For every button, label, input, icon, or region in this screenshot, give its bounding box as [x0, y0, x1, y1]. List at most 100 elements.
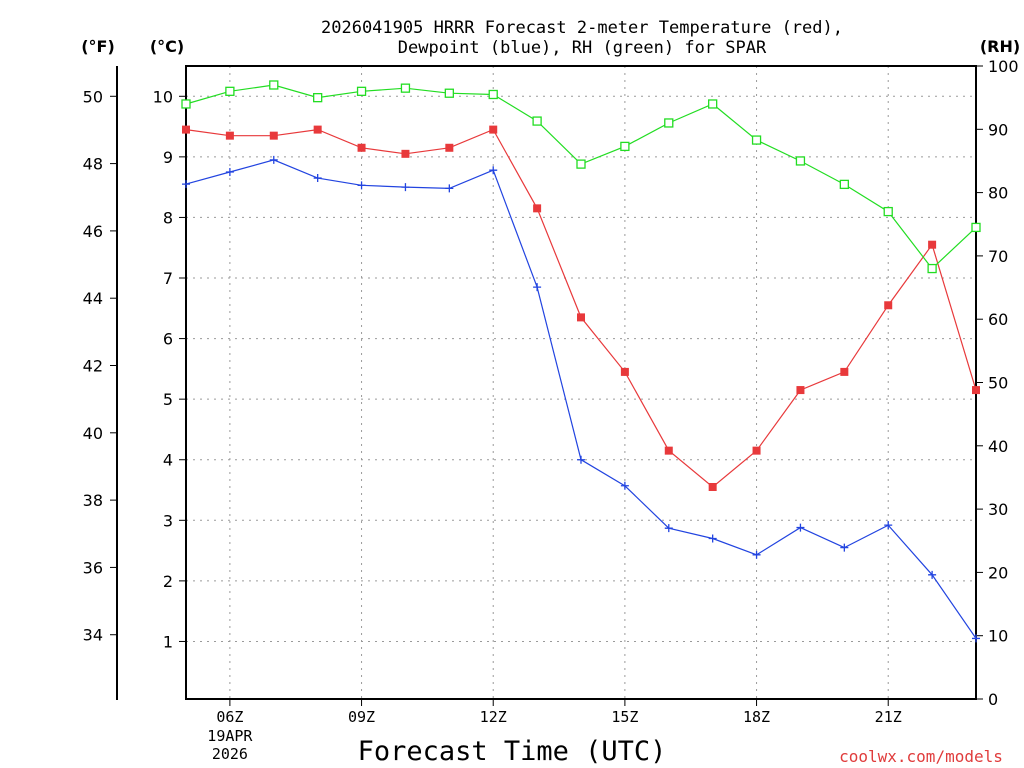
rh-tick-label: 30: [988, 500, 1008, 519]
rh-point: [444, 88, 454, 98]
temperature-point: [620, 367, 629, 376]
dewpoint-point: [708, 534, 717, 543]
x-tick-label: 18Z: [743, 708, 770, 726]
x-date-label-line1: 19APR: [207, 727, 253, 745]
temperature-point: [840, 367, 849, 376]
chart-title-line1: 2026041905 HRRR Forecast 2-meter Tempera…: [321, 18, 843, 38]
series-temperature: [182, 125, 980, 491]
dewpoint-point: [972, 634, 980, 643]
celsius-tick-label: 7: [163, 269, 173, 288]
rh-line: [185, 84, 977, 270]
x-tick-label: 21Z: [875, 708, 902, 726]
dewpoint-point: [664, 524, 673, 533]
rh-tick-label: 20: [988, 563, 1008, 582]
temperature-point: [357, 143, 366, 152]
dewpoint-point: [752, 550, 761, 559]
rh-tick-label: 60: [988, 310, 1008, 329]
x-tick-label: 06Z: [216, 708, 243, 726]
series-rh: [181, 80, 981, 274]
x-axis-label: Forecast Time (UTC): [358, 736, 667, 767]
rh-point: [576, 159, 586, 169]
grid: [186, 66, 976, 699]
dewpoint-point: [840, 543, 849, 552]
fahrenheit-tick-label: 42: [83, 357, 103, 376]
dewpoint-point: [313, 174, 322, 183]
rh-point: [269, 80, 279, 90]
temperature-point: [269, 131, 278, 140]
temperature-point: [577, 313, 585, 322]
dewpoint-point: [884, 521, 893, 530]
x-tick-label: 12Z: [480, 708, 507, 726]
rh-point: [708, 99, 718, 109]
temperature-line: [185, 128, 977, 488]
temperature-point: [972, 386, 980, 395]
rh-point: [181, 99, 191, 109]
x-date-label-line2: 2026: [212, 745, 248, 763]
temperature-point: [445, 143, 454, 152]
temperature-point: [752, 446, 761, 455]
x-tick-label: 15Z: [611, 708, 638, 726]
rh-point: [225, 86, 235, 96]
celsius-axis-unit: (°C): [150, 37, 184, 56]
rh-tick-label: 100: [988, 57, 1019, 76]
rh-point: [971, 222, 981, 233]
dewpoint-point: [225, 168, 234, 177]
celsius-tick-label: 4: [163, 451, 173, 470]
fahrenheit-tick-label: 34: [83, 626, 103, 645]
temperature-point: [182, 125, 190, 134]
celsius-tick-label: 6: [163, 330, 173, 349]
watermark: coolwx.com/models: [839, 747, 1003, 766]
dewpoint-point: [796, 523, 805, 532]
celsius-tick-label: 1: [163, 632, 173, 651]
rh-point: [664, 118, 674, 128]
temperature-point: [796, 386, 805, 395]
rh-tick-label: 90: [988, 120, 1008, 139]
dewpoint-point: [577, 455, 585, 464]
rh-axis-unit: (RH): [980, 37, 1020, 56]
fahrenheit-tick-label: 44: [83, 289, 103, 308]
rh-point: [839, 179, 849, 190]
series-dewpoint: [182, 155, 980, 643]
chart-title-line2: Dewpoint (blue), RH (green) for SPAR: [398, 38, 767, 58]
temperature-point: [884, 301, 893, 310]
fahrenheit-tick-label: 46: [83, 222, 103, 241]
dewpoint-point: [445, 184, 454, 193]
celsius-tick-label: 9: [163, 148, 173, 167]
rh-point: [927, 263, 937, 274]
temperature-point: [313, 125, 322, 134]
x-tick-label: 09Z: [348, 708, 375, 726]
dewpoint-point: [620, 481, 629, 490]
rh-point: [795, 156, 806, 166]
rh-point: [751, 135, 762, 145]
rh-tick-label: 10: [988, 627, 1008, 646]
celsius-tick-label: 2: [163, 572, 173, 591]
rh-tick-label: 70: [988, 247, 1008, 266]
temperature-point: [928, 240, 937, 249]
rh-point: [532, 116, 542, 126]
rh-tick-label: 0: [988, 690, 998, 709]
temperature-point: [664, 446, 673, 455]
dewpoint-point: [357, 181, 366, 190]
rh-point: [488, 89, 498, 100]
dewpoint-point: [401, 183, 410, 192]
celsius-tick-label: 3: [163, 511, 173, 530]
temperature-point: [489, 125, 498, 134]
rh-point: [620, 141, 630, 152]
rh-point: [400, 83, 411, 93]
temperature-point: [533, 204, 542, 213]
celsius-tick-label: 10: [153, 87, 173, 106]
temperature-point: [225, 131, 234, 140]
rh-tick-label: 50: [988, 374, 1008, 393]
fahrenheit-tick-label: 38: [83, 491, 103, 510]
fahrenheit-tick-label: 50: [83, 87, 103, 106]
temperature-point: [401, 149, 410, 158]
temperature-point: [708, 482, 717, 491]
fahrenheit-tick-label: 36: [83, 558, 103, 577]
dewpoint-point: [269, 155, 278, 164]
dewpoint-point: [489, 166, 498, 175]
dewpoint-point: [533, 283, 542, 292]
rh-tick-label: 80: [988, 184, 1008, 203]
dewpoint-line: [185, 159, 977, 639]
